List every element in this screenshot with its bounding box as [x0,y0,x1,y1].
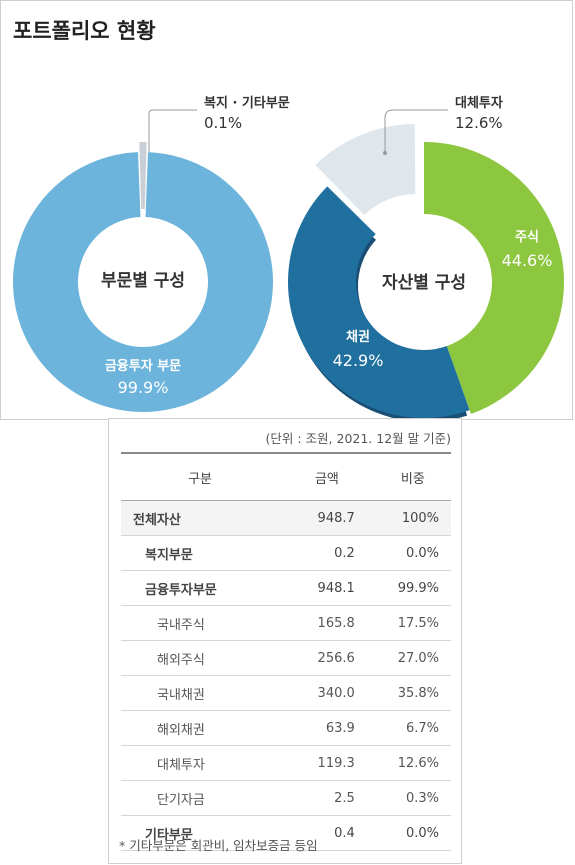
row-ratio: 0.0% [374,535,451,571]
column-header-ratio: 비중 [374,452,451,501]
slice-label-stock-value: 44.6% [502,251,553,270]
row-amount: 256.6 [279,640,375,676]
row-category: 복지부문 [121,535,280,571]
table-row: 기타부문 0.4 0.0% [121,815,451,851]
donut-chart-sector [13,141,274,413]
row-amount: 0.4 [279,815,375,851]
donut-slice-finance [13,152,274,413]
row-ratio: 35.8% [374,675,451,711]
row-ratio: 99.9% [374,570,451,606]
unit-note: (단위 : 조원, 2021. 12월 말 기준) [265,431,451,446]
chart-labels: 부문별 구성 자산별 구성 금융투자 부문 99.9% 복지 · 기타부문 0.… [101,95,552,397]
table-row: 해외주식 256.6 27.0% [121,640,451,676]
slice-label-bond-value: 42.9% [333,351,384,370]
donut-charts: 부문별 구성 자산별 구성 금융투자 부문 99.9% 복지 · 기타부문 0.… [13,95,565,420]
row-amount: 63.9 [279,710,375,746]
row-ratio: 100% [374,500,451,536]
page-title: 포트폴리오 현황 [13,19,156,43]
alt-leader-dot [383,151,387,155]
center-label-sector: 부문별 구성 [101,271,185,291]
footnote: * 기타부문은 회관비, 임차보증금 등임 [119,838,318,853]
column-header-amount: 금액 [279,452,375,501]
table-body: 전체자산 948.7 100% 복지부문 0.2 0.0% 금융투자부문 948.1 99.9%… [121,500,451,851]
row-amount: 0.2 [279,535,375,571]
row-amount: 2.5 [279,780,375,816]
slice-label-welfare-name: 복지 · 기타부문 [204,95,290,111]
table-row: 전체자산 948.7 100% [121,500,451,536]
row-category: 전체자산 [121,500,280,536]
row-amount: 340.0 [279,675,375,711]
donut-chart-asset [288,124,565,420]
table-row: 금융투자부문 948.1 99.9% [121,570,451,606]
slice-label-bond-name: 채권 [346,330,370,345]
slice-label-finance-name: 금융투자 부문 [105,358,181,374]
row-amount: 165.8 [279,605,375,641]
table-row: 단기자금 2.5 0.3% [121,780,451,816]
row-amount: 119.3 [279,745,375,781]
row-ratio: 27.0% [374,640,451,676]
table-row: 해외채권 63.9 6.7% [121,710,451,746]
column-header-category: 구분 [121,452,280,501]
row-category: 기타부문 [121,815,280,851]
portfolio-table: 구분 금액 비중 전체자산 948.7 100% 복지부문 0.2 0.0% 금융투자부문 9… [121,452,451,851]
table-row: 국내채권 340.0 35.8% [121,675,451,711]
donut-slice-alternative [315,124,416,216]
row-amount: 948.1 [279,570,375,606]
center-label-asset: 자산별 구성 [382,273,466,293]
row-ratio: 0.0% [374,815,451,851]
row-ratio: 6.7% [374,710,451,746]
slice-label-welfare-value: 0.1% [204,114,242,132]
table-panel: (단위 : 조원, 2021. 12월 말 기준) 구분 금액 비중 전체자산 9… [108,418,462,864]
slice-label-finance-value: 99.9% [118,378,169,397]
slice-label-alt-name: 대체투자 [455,96,503,111]
table-row: 대체투자 119.3 12.6% [121,745,451,781]
row-category: 국내채권 [121,675,280,711]
row-category: 단기자금 [121,780,280,816]
row-category: 대체투자 [121,745,280,781]
donut-slice-bond [288,186,470,418]
donut-slice-welfare [139,141,147,210]
slice-label-alt-value: 12.6% [455,114,503,132]
row-category: 해외주식 [121,640,280,676]
row-category: 국내주식 [121,605,280,641]
welfare-leader-line [148,109,197,152]
row-category: 금융투자부문 [121,570,280,606]
row-ratio: 0.3% [374,780,451,816]
table-row: 국내주식 165.8 17.5% [121,605,451,641]
row-amount: 948.7 [279,500,375,536]
slice-label-stock-name: 주식 [515,229,539,245]
alt-leader-line [384,109,448,153]
table-row: 복지부문 0.2 0.0% [121,535,451,571]
row-ratio: 17.5% [374,605,451,641]
row-category: 해외채권 [121,710,280,746]
table-header-row: 구분 금액 비중 [121,452,451,501]
row-ratio: 12.6% [374,745,451,781]
donut-slice-stock [424,142,565,414]
